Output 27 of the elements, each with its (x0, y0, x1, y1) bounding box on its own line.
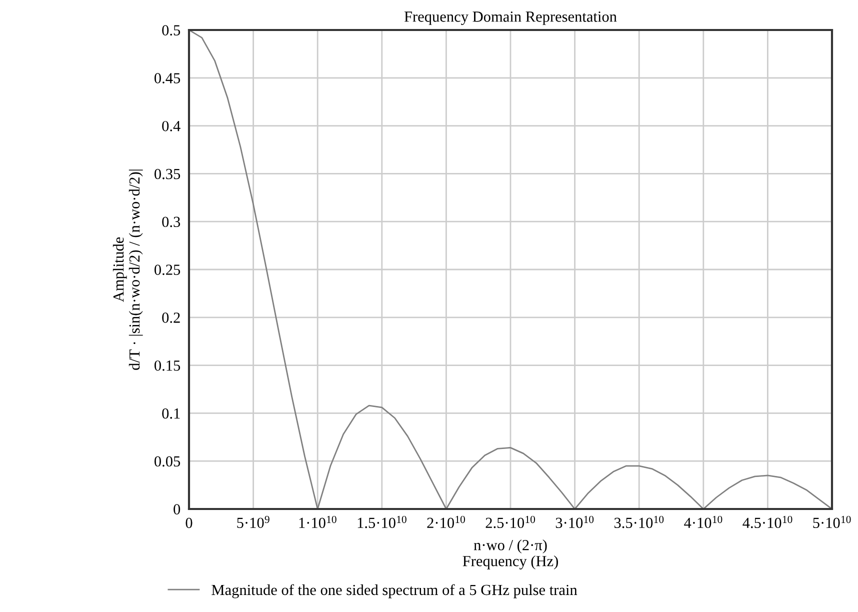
y-tick-label: 0.05 (154, 456, 180, 467)
y-tick-label: 0.2 (162, 312, 180, 323)
x-tick-label: 4·10$^{10}$ (684, 516, 722, 528)
x-tick-label: 3·10$^{10}$ (556, 516, 594, 528)
line-series (189, 30, 832, 509)
y-tick-label: 0.5 (162, 25, 180, 36)
chart-title: Frequency Domain Representation (404, 12, 617, 25)
x-tick-label: 5·10$^{10}$ (813, 516, 851, 528)
y-tick-label: 0.1 (162, 408, 180, 419)
y-tick-label: 0.4 (162, 120, 180, 132)
x-tick-label: 4.5·10$^{10}$ (742, 516, 792, 528)
y-axis-title: Amplitude d/T · |sin(n·wo·d/2) / (n·wo·d/2)| (112, 170, 143, 370)
y-tick-label: 0 (174, 504, 180, 514)
x-tick-label: 2·10$^{10}$ (427, 516, 465, 528)
legend-label: Magnitude of the one sided spectrum of a 5 GHz pulse train (212, 584, 578, 598)
x-tick-label: 1·10$^{10}$ (299, 516, 336, 528)
x-tick-label: 2.5·10$^{10}$ (486, 516, 536, 528)
x-tick-label: 3.5·10$^{10}$ (614, 516, 664, 528)
y-tick-label: 0.15 (154, 360, 180, 371)
y-tick-label: 0.25 (154, 264, 180, 276)
x-axis-title: n·wo / (2·π) Frequency (Hz) (462, 540, 558, 570)
y-tick-label: 0.3 (162, 216, 180, 228)
x-tick-label: 1.5·10$^{10}$ (358, 516, 406, 528)
y-tick-label: 0.35 (154, 168, 180, 180)
x-tick-label: 5·10$^{9}$ (237, 516, 270, 528)
y-tick-label: 0.45 (154, 73, 180, 84)
x-tick-label: 0 (186, 518, 192, 528)
